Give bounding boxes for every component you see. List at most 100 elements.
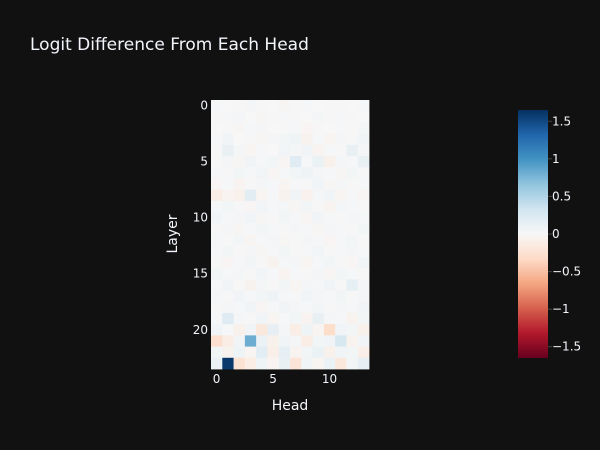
heatmap-cell xyxy=(346,144,359,157)
heatmap-cell xyxy=(312,122,325,135)
heatmap-cell xyxy=(357,223,370,235)
heatmap-cell xyxy=(335,279,347,291)
heatmap-cell xyxy=(222,100,234,112)
heatmap-cell xyxy=(211,223,223,235)
heatmap-cell xyxy=(323,312,336,325)
heatmap-cell xyxy=(278,111,291,123)
heatmap-cell xyxy=(357,346,370,359)
colorbar-ticks: 1.5 1 0.5 0 −0.5 −1 −1.5 xyxy=(548,114,581,354)
heatmap-cell xyxy=(290,122,302,135)
heatmap-cell xyxy=(267,167,280,179)
x-axis-label: Head xyxy=(272,398,309,414)
heatmap-cell xyxy=(256,324,268,336)
heatmap-cell xyxy=(357,279,370,291)
heatmap-cell xyxy=(335,324,347,336)
heatmap-cell xyxy=(211,279,223,291)
heatmap-cell xyxy=(267,133,280,146)
heatmap-cell xyxy=(301,100,313,112)
heatmap-cell xyxy=(278,189,291,202)
heatmap-cell xyxy=(267,100,280,112)
heatmap-cell xyxy=(357,212,370,224)
heatmap-cell xyxy=(278,324,291,336)
heatmap-cell xyxy=(357,324,370,336)
heatmap-cell xyxy=(357,167,370,179)
heatmap-cell xyxy=(346,200,359,213)
heatmap-cell xyxy=(290,144,302,157)
heatmap-cell xyxy=(301,290,313,303)
heatmap-cell xyxy=(346,111,359,123)
heatmap-cell xyxy=(357,234,370,247)
heatmap-cell xyxy=(323,167,336,179)
heatmap-cell xyxy=(346,279,359,291)
heatmap-cell xyxy=(244,234,257,247)
heatmap-cell xyxy=(256,234,268,247)
heatmap-cell xyxy=(335,290,347,303)
heatmap-cell xyxy=(323,301,336,314)
heatmap-cell xyxy=(312,100,325,112)
heatmap-cell xyxy=(211,301,223,314)
heatmap-cell xyxy=(323,111,336,123)
heatmap-cell xyxy=(222,111,234,123)
heatmap-cell xyxy=(357,122,370,135)
heatmap-cell xyxy=(278,223,291,235)
heatmap-cell xyxy=(256,335,268,347)
heatmap-cell xyxy=(211,133,223,146)
heatmap-cell xyxy=(323,324,336,336)
heatmap-cell xyxy=(244,178,257,191)
heatmap-cell xyxy=(290,245,302,258)
heatmap-cell xyxy=(267,212,280,224)
heatmap-cell xyxy=(222,279,234,291)
heatmap-cell xyxy=(290,279,302,291)
heatmap-cell xyxy=(312,324,325,336)
heatmap-cell xyxy=(211,234,223,247)
heatmap-cell xyxy=(256,133,268,146)
heatmap-cell xyxy=(267,122,280,135)
heatmap-cell xyxy=(346,256,359,269)
heatmap-cell xyxy=(233,167,246,179)
heatmap-cell xyxy=(301,245,313,258)
heatmap-cell xyxy=(244,301,257,314)
heatmap-cell xyxy=(335,100,347,112)
heatmap-cell xyxy=(357,133,370,146)
y-tick-label: 20 xyxy=(193,323,208,337)
heatmap-cell xyxy=(301,324,313,336)
heatmap-cell xyxy=(335,167,347,179)
heatmap-cell xyxy=(290,212,302,224)
heatmap-cell xyxy=(323,290,336,303)
heatmap-cell xyxy=(290,324,302,336)
heatmap-cell xyxy=(346,312,359,325)
heatmap-cell xyxy=(290,200,302,213)
heatmap-cell xyxy=(244,212,257,224)
heatmap-cell xyxy=(222,189,234,202)
heatmap-cell xyxy=(267,200,280,213)
x-tick-label: 0 xyxy=(213,372,221,386)
y-axis-label: Layer xyxy=(165,214,181,253)
heatmap-cell xyxy=(323,178,336,191)
heatmap-cell xyxy=(233,133,246,146)
heatmap-cell xyxy=(323,223,336,235)
heatmap-cell xyxy=(301,335,313,347)
heatmap-cell xyxy=(278,245,291,258)
heatmap-cell xyxy=(335,200,347,213)
heatmap-cell xyxy=(267,234,280,247)
heatmap-cell xyxy=(222,335,234,347)
heatmap-cell xyxy=(244,268,257,280)
heatmap-cell xyxy=(211,268,223,280)
heatmap-cell xyxy=(335,178,347,191)
heatmap-cell xyxy=(211,346,223,359)
heatmap-cell xyxy=(222,234,234,247)
heatmap-cell xyxy=(267,189,280,202)
heatmap-cell xyxy=(267,111,280,123)
heatmap-cell xyxy=(222,144,234,157)
heatmap-cell xyxy=(222,167,234,179)
heatmap-cell xyxy=(278,357,291,370)
heatmap-cell xyxy=(301,133,313,146)
heatmap-cell xyxy=(244,223,257,235)
heatmap-cell xyxy=(233,200,246,213)
heatmap-cell xyxy=(290,133,302,146)
heatmap-cell xyxy=(301,167,313,179)
heatmap-cell xyxy=(323,200,336,213)
colorbar-tick-label: −0.5 xyxy=(552,265,581,279)
heatmap-cell xyxy=(256,301,268,314)
heatmap-cell xyxy=(323,189,336,202)
